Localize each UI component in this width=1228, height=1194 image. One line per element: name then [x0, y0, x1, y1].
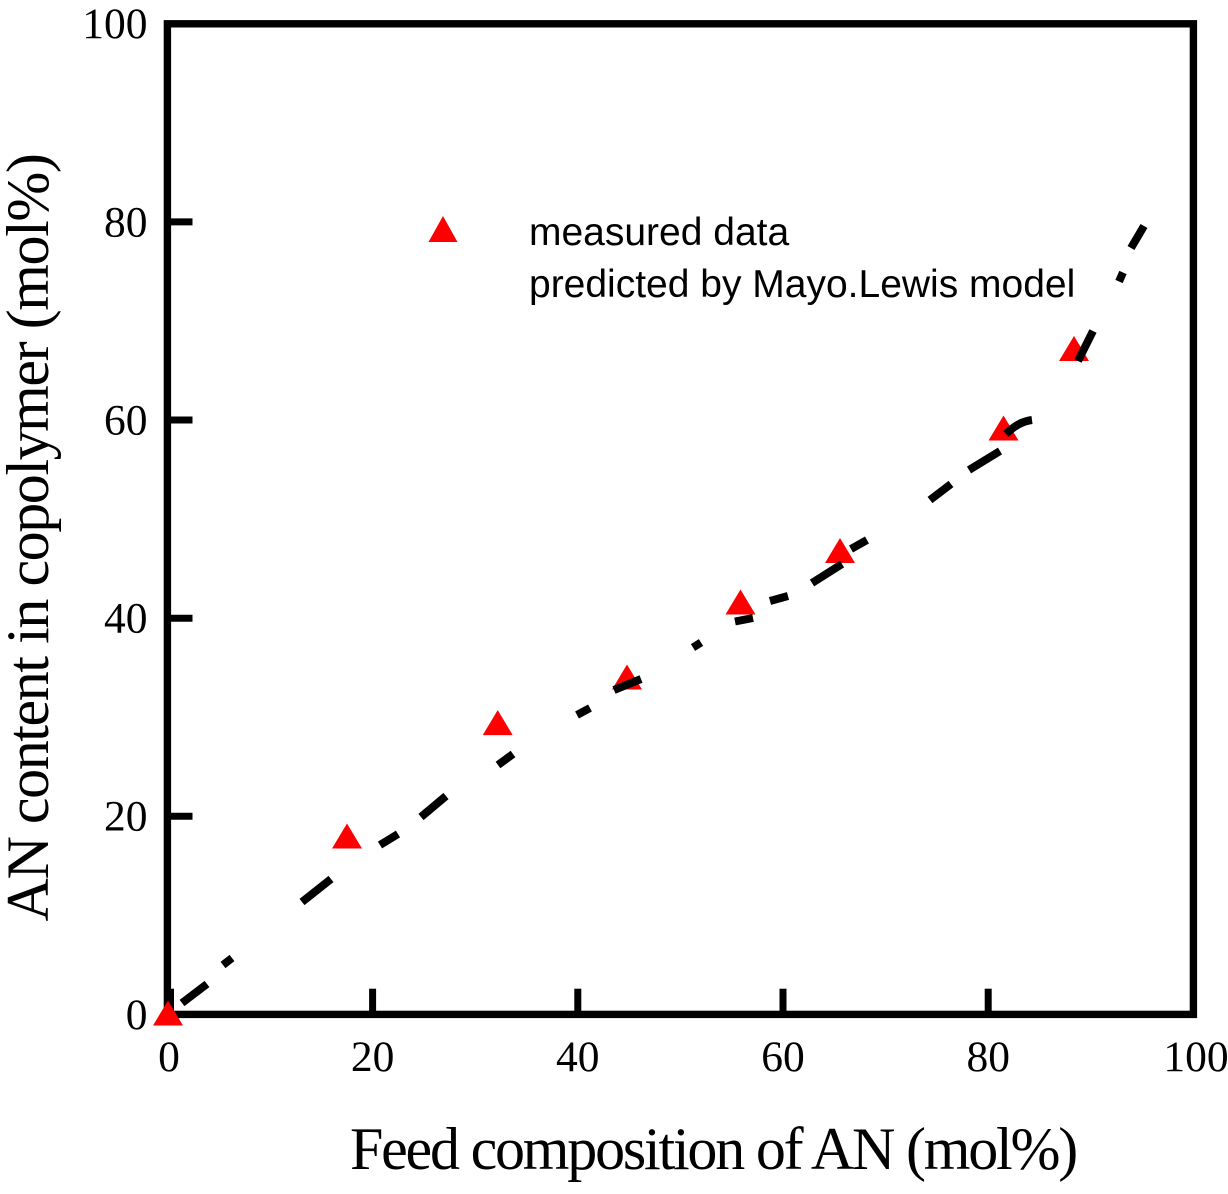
svg-text:60: 60	[761, 1033, 805, 1081]
svg-text:0: 0	[158, 1033, 180, 1081]
svg-text:100: 100	[1163, 1033, 1228, 1081]
svg-text:20: 20	[104, 793, 148, 841]
svg-text:80: 80	[966, 1033, 1010, 1081]
svg-text:40: 40	[104, 595, 148, 643]
svg-text:20: 20	[351, 1033, 395, 1081]
svg-text:measured data: measured data	[529, 211, 789, 254]
svg-text:0: 0	[126, 991, 148, 1039]
svg-text:40: 40	[556, 1033, 600, 1081]
svg-text:80: 80	[104, 198, 148, 246]
svg-text:Feed composition of AN (mol%): Feed composition of AN (mol%)	[350, 1116, 1076, 1182]
svg-text:AN content in copolymer (mol%): AN content in copolymer (mol%)	[0, 155, 61, 922]
svg-text:100: 100	[82, 0, 147, 48]
svg-text:predicted by Mayo.Lewis model: predicted by Mayo.Lewis model	[529, 263, 1075, 306]
svg-text:60: 60	[104, 396, 148, 444]
